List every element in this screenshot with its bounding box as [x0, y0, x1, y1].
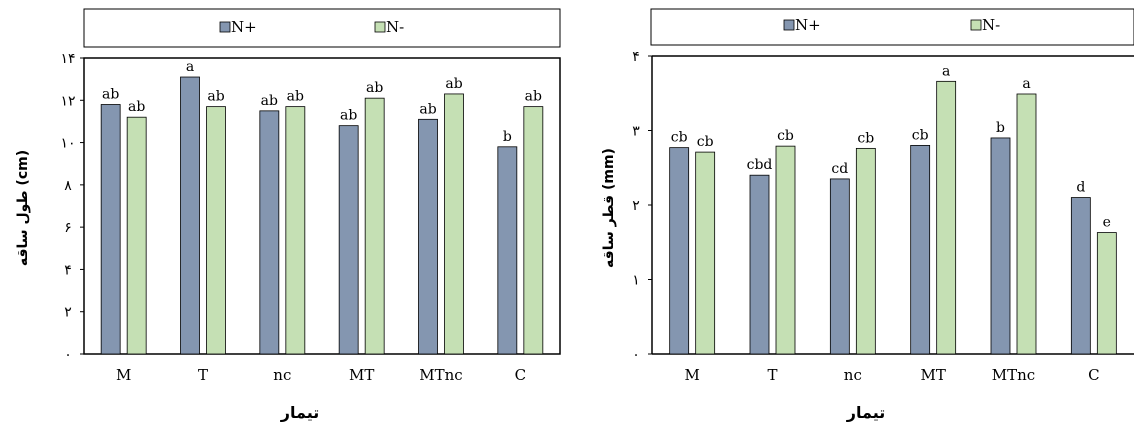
y-axis-ticks: ۰ ۲ ۴ ۶ ۸ ۱۰ ۱۲ ۱۴	[60, 51, 84, 363]
bar-n-minus-m	[696, 152, 715, 354]
bar-n-plus-nc	[830, 179, 849, 354]
significance-letter: ab	[445, 76, 462, 92]
significance-letter: cb	[697, 134, 714, 150]
bar-n-plus-mt	[339, 126, 358, 354]
x-tick-label: C	[1088, 366, 1099, 384]
legend-swatch-n-plus	[784, 20, 794, 30]
y-tick-label: ۶	[64, 220, 72, 236]
significance-letter: a	[942, 63, 950, 79]
significance-letter: cb	[671, 130, 688, 146]
significance-letter: b	[503, 129, 512, 145]
plot-frame	[84, 58, 560, 354]
x-tick-label: MTnc	[419, 366, 462, 384]
significance-letter: ab	[102, 87, 119, 103]
x-tick-label: MTnc	[992, 366, 1035, 384]
x-tick-label: T	[767, 366, 777, 384]
y-axis-label: طول ساقه (cm)	[15, 150, 31, 266]
bar-n-minus-c	[524, 107, 543, 354]
y-tick-label: ۲	[64, 305, 72, 321]
legend-swatch-n-minus	[375, 22, 385, 32]
bar-n-plus-t	[750, 175, 769, 354]
significance-letter: cbd	[747, 157, 773, 173]
y-tick-label: ۱۴	[60, 51, 75, 67]
x-tick-label: M	[684, 366, 699, 384]
significance-letter: d	[1076, 180, 1085, 196]
y-axis-label: قطر ساقه (mm)	[601, 148, 617, 268]
bar-n-minus-nc	[286, 107, 305, 354]
bar-n-minus-m	[127, 117, 146, 354]
y-tick-label: ۴	[64, 262, 72, 278]
legend-swatch-n-plus	[220, 22, 230, 32]
legend-swatch-n-minus	[971, 20, 981, 30]
y-tick-label: ۱۲	[60, 93, 75, 109]
x-tick-label: nc	[273, 366, 291, 384]
bar-n-minus-t	[207, 107, 226, 354]
significance-letter: ab	[261, 93, 278, 109]
bar-n-plus-mt	[911, 145, 930, 354]
x-tick-label: C	[515, 366, 526, 384]
x-axis-label: تیمار	[280, 403, 319, 422]
significance-letter: cb	[912, 127, 929, 143]
x-tick-label: T	[198, 366, 208, 384]
bar-n-minus-mtnc	[1017, 94, 1036, 354]
legend-label-n-plus: N+	[231, 18, 257, 36]
bar-n-plus-t	[181, 77, 200, 354]
bar-n-plus-nc	[260, 111, 279, 354]
significance-letter: cb	[857, 130, 874, 146]
x-axis-label: تیمار	[846, 403, 885, 422]
y-tick-label: ۰	[632, 347, 640, 363]
y-tick-label: ۲	[632, 198, 640, 214]
y-tick-label: ۳	[632, 124, 640, 140]
y-tick-label: ۸	[64, 178, 72, 194]
x-tick-label: MT	[349, 366, 374, 384]
significance-letter: ab	[366, 80, 383, 96]
y-tick-label: ۰	[64, 347, 72, 363]
bar-n-minus-mtnc	[445, 94, 464, 354]
legend-label-n-minus: N-	[386, 18, 404, 36]
legend-label-n-plus: N+	[795, 16, 821, 34]
significance-letter: a	[186, 59, 194, 75]
bar-n-minus-c	[1097, 233, 1116, 354]
x-tick-label: nc	[844, 366, 862, 384]
y-tick-label: ۴	[632, 49, 640, 65]
bar-n-plus-m	[101, 105, 120, 354]
significance-letter: ab	[207, 89, 224, 105]
y-tick-label: ۱۰	[60, 136, 75, 152]
bar-n-minus-t	[776, 146, 795, 354]
legend-box	[84, 9, 560, 47]
bar-n-plus-mtnc	[419, 119, 438, 354]
bar-n-minus-mt	[365, 98, 384, 354]
bar-n-plus-mtnc	[991, 138, 1010, 354]
significance-letter: e	[1103, 215, 1111, 231]
x-tick-label: MT	[920, 366, 945, 384]
legend-box	[651, 9, 1134, 45]
x-tick-label: M	[116, 366, 131, 384]
significance-letter: ab	[419, 101, 436, 117]
significance-letter: ab	[128, 99, 145, 115]
bar-n-plus-c	[1071, 198, 1090, 354]
significance-letter: cb	[777, 128, 794, 144]
significance-letter: ab	[287, 89, 304, 105]
bar-n-plus-c	[498, 147, 517, 354]
bar-n-plus-m	[670, 148, 689, 354]
significance-letter: cd	[831, 161, 848, 177]
significance-letter: ab	[340, 108, 357, 124]
y-axis-ticks: ۰ ۱ ۲ ۳ ۴	[632, 49, 652, 363]
bar-n-minus-mt	[937, 81, 956, 354]
y-tick-label: ۱	[632, 273, 640, 289]
significance-letter: a	[1022, 76, 1030, 92]
legend-label-n-minus: N-	[982, 16, 1000, 34]
significance-letter: b	[996, 120, 1005, 136]
significance-letter: ab	[525, 89, 542, 105]
bar-n-minus-nc	[856, 148, 875, 354]
